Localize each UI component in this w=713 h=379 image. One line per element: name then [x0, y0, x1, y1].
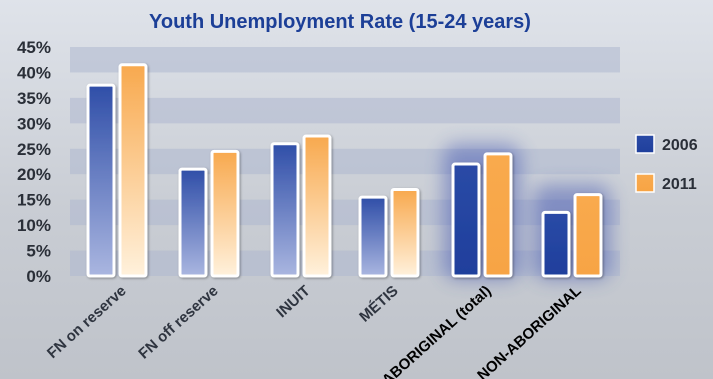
bar-2006-m-tis — [360, 197, 386, 276]
chart-title: Youth Unemployment Rate (15-24 years) — [149, 11, 531, 33]
y-tick-label: 20% — [17, 165, 51, 184]
bar-2011-aboriginal-total — [485, 154, 511, 276]
legend-label-2006: 2006 — [662, 137, 698, 154]
bar-2011-fn-on-reserve — [120, 65, 146, 276]
legend-swatch-2006 — [636, 135, 654, 153]
bar-2006-fn-on-reserve — [88, 85, 114, 276]
bar-2011-inuit — [304, 136, 330, 276]
grid-band — [70, 98, 620, 123]
x-axis: FN on reserve FN off reserve INUIT MÉTISABO… — [44, 282, 585, 379]
y-tick-label: 40% — [17, 63, 51, 82]
y-tick-label: 35% — [17, 89, 51, 108]
y-tick-label: 45% — [17, 38, 51, 57]
x-category-label: FN off reserve — [135, 282, 221, 362]
y-tick-label: 5% — [26, 242, 51, 261]
bar-2006-inuit — [272, 144, 298, 276]
bar-2011-fn-off-reserve — [212, 151, 238, 276]
y-axis: 0% 5% 10% 15% 20% 25% 30% 35% 40% 45% — [17, 38, 51, 286]
bar-2006-fn-off-reserve — [180, 169, 206, 276]
x-category-label: MÉTIS — [356, 282, 401, 325]
y-tick-label: 15% — [17, 191, 51, 210]
y-tick-label: 0% — [26, 267, 51, 286]
y-tick-label: 10% — [17, 216, 51, 235]
bar-2011-m-tis — [392, 189, 418, 276]
legend-swatch-2011 — [636, 174, 654, 192]
bar-2011-non-aboriginal — [575, 195, 601, 276]
x-category-label: INUIT — [273, 282, 313, 321]
y-tick-label: 30% — [17, 114, 51, 133]
grid-band — [70, 47, 620, 72]
bar-2006-aboriginal-total — [453, 164, 479, 276]
y-tick-label: 25% — [17, 140, 51, 159]
bar-2006-non-aboriginal — [543, 212, 569, 276]
x-category-label: FN on reserve — [44, 282, 130, 362]
grid-band — [70, 149, 620, 174]
legend-label-2011: 2011 — [662, 176, 697, 193]
legend: 2006 2011 — [636, 135, 698, 193]
